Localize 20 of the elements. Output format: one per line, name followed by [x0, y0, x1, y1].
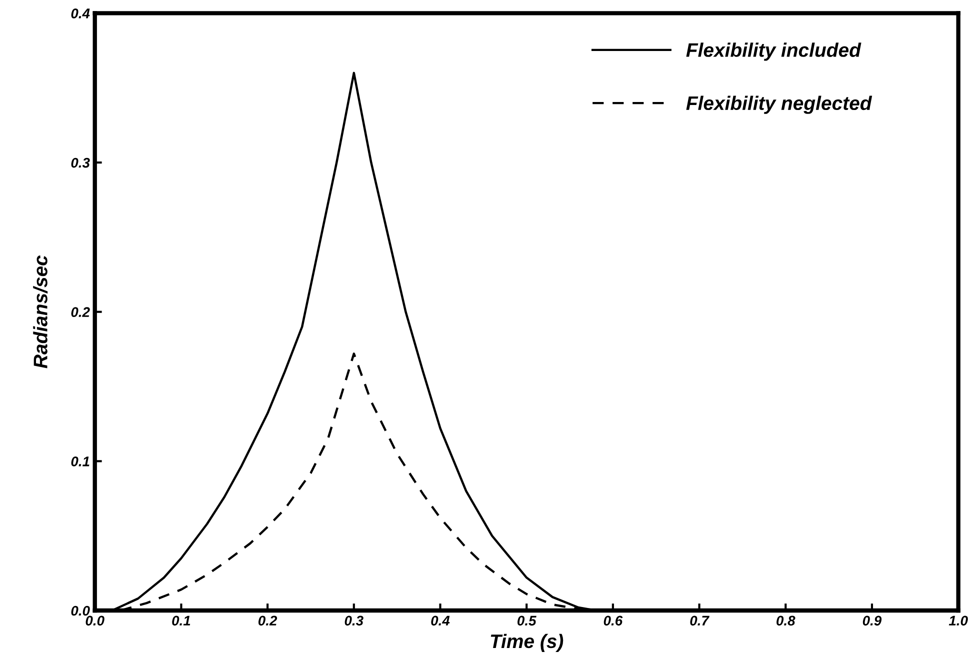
y-axis-title: Radians/sec — [33, 255, 48, 368]
y-tick-label: 0.1 — [71, 456, 90, 466]
x-tick-label: 1.0 — [948, 616, 968, 626]
y-tick-label: 0.4 — [71, 8, 90, 18]
x-tick-label: 0.6 — [604, 616, 623, 626]
x-tick-label: 0.9 — [862, 616, 882, 626]
x-tick-label: 0.3 — [344, 616, 364, 626]
x-tick-label: 0.5 — [518, 616, 536, 626]
legend-label: Flexibility neglected — [686, 96, 872, 114]
x-tick-label: 0.4 — [431, 616, 450, 626]
x-tick-label: 0.7 — [690, 616, 710, 626]
y-tick-label: 0.2 — [71, 307, 90, 318]
legend-label: Flexibility included — [686, 42, 862, 61]
x-tick-label: 0.1 — [172, 616, 190, 626]
x-tick-label: 0.2 — [258, 616, 278, 626]
x-tick-label: 0.0 — [86, 616, 104, 626]
x-axis-title: Time (s) — [490, 634, 564, 652]
y-tick-label: 0.0 — [71, 606, 90, 616]
x-tick-label: 0.8 — [776, 616, 796, 626]
y-tick-label: 0.3 — [71, 158, 90, 168]
